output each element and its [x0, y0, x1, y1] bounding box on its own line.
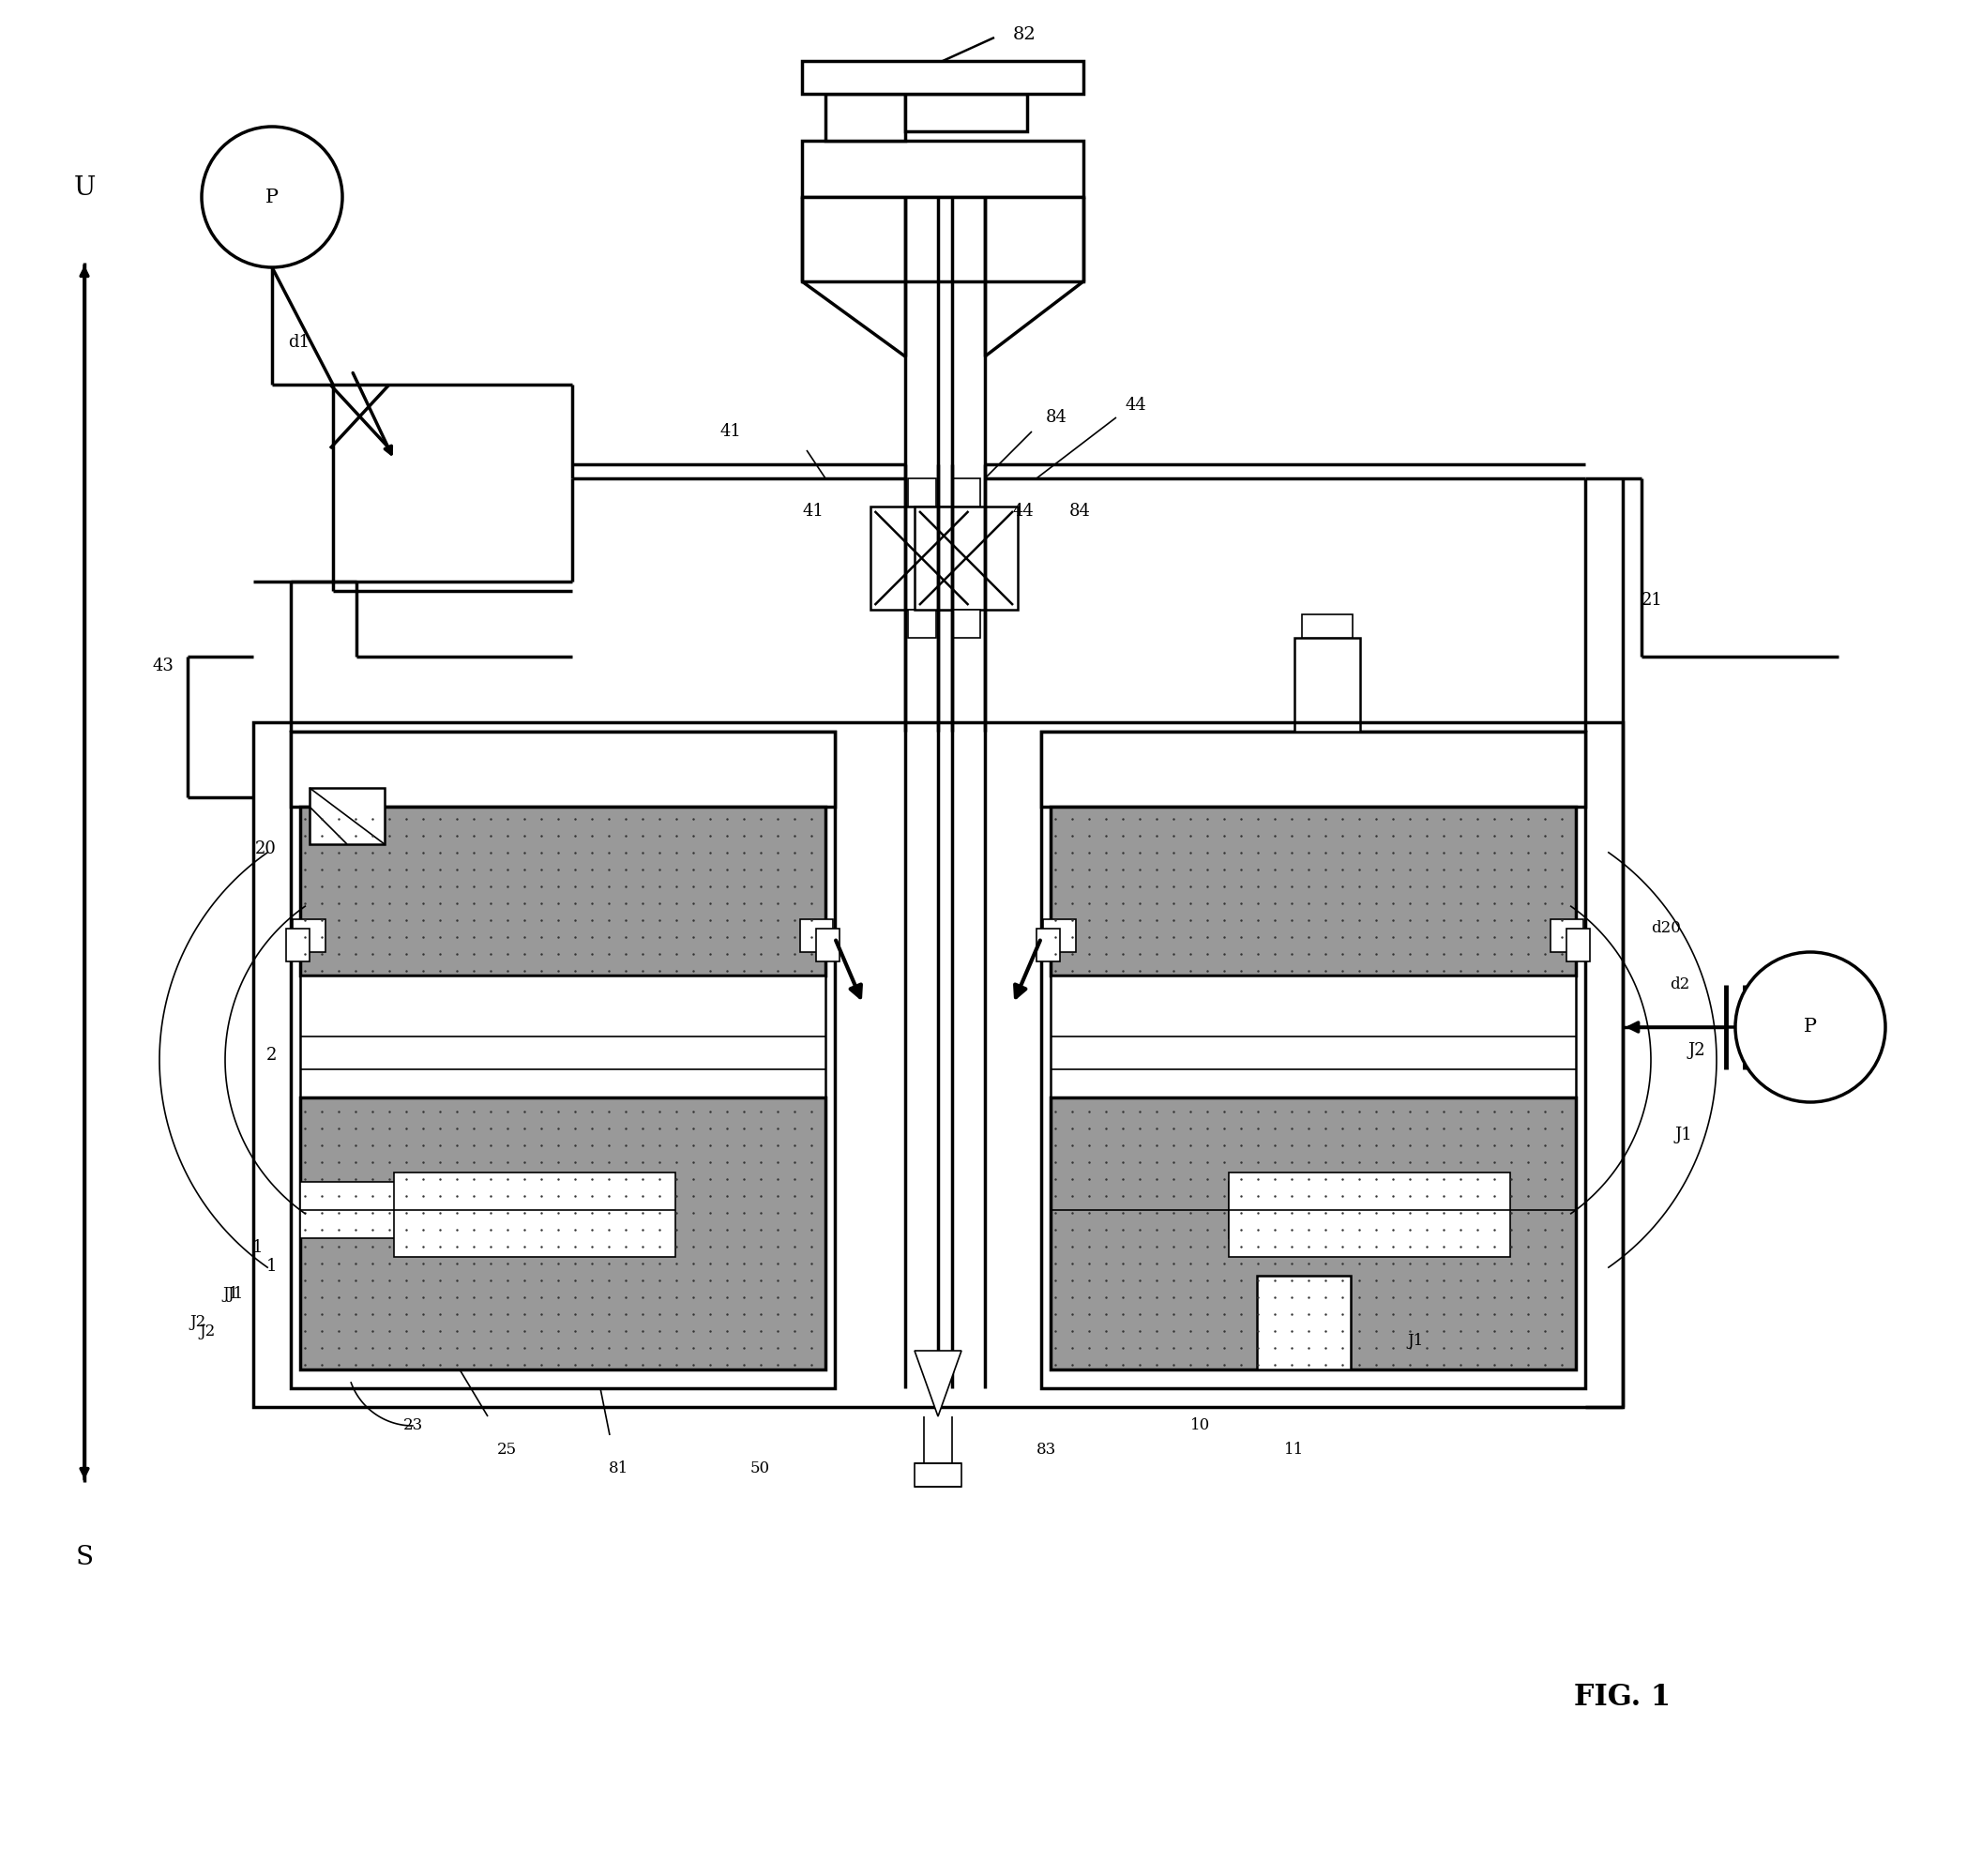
Bar — [254, 722, 1623, 1407]
Bar — [1041, 732, 1586, 807]
Bar — [1050, 1097, 1576, 1369]
Bar — [1229, 1172, 1510, 1257]
Bar — [299, 807, 825, 976]
Bar — [285, 929, 309, 961]
Bar — [817, 929, 840, 961]
Text: J1: J1 — [224, 1287, 240, 1302]
Bar — [1229, 1182, 1342, 1238]
Bar — [299, 1182, 412, 1238]
Bar — [293, 919, 325, 953]
Text: J2: J2 — [190, 1315, 206, 1330]
Bar — [801, 919, 832, 953]
Text: J2: J2 — [1689, 1043, 1707, 1058]
Text: 1: 1 — [252, 1238, 264, 1257]
Text: 2: 2 — [266, 1047, 277, 1064]
Text: P: P — [1804, 1019, 1817, 1036]
Bar — [1257, 1276, 1350, 1369]
Text: J1: J1 — [1407, 1334, 1423, 1349]
Text: J1: J1 — [228, 1287, 244, 1302]
Text: J2: J2 — [200, 1324, 216, 1339]
Text: 1: 1 — [266, 1257, 277, 1276]
Bar — [825, 94, 906, 141]
Polygon shape — [914, 1351, 961, 1416]
Text: S: S — [75, 1544, 93, 1570]
Bar — [951, 478, 981, 507]
Text: 44: 44 — [1126, 398, 1148, 415]
Bar — [309, 788, 385, 844]
Circle shape — [1736, 953, 1885, 1101]
Bar — [906, 94, 1027, 131]
Bar — [291, 732, 834, 807]
Bar — [914, 507, 1017, 610]
Bar — [908, 478, 936, 507]
Text: 84: 84 — [1070, 503, 1090, 520]
Bar — [1037, 929, 1060, 961]
Bar — [803, 197, 1084, 281]
Bar — [914, 1463, 961, 1486]
Bar — [1294, 638, 1360, 732]
Text: 83: 83 — [1037, 1441, 1056, 1458]
Bar — [1050, 807, 1576, 976]
Text: 25: 25 — [497, 1441, 517, 1458]
Text: d2: d2 — [1669, 977, 1689, 992]
Bar — [1550, 919, 1584, 953]
Text: P: P — [266, 188, 279, 206]
Bar — [803, 141, 1084, 197]
Text: 81: 81 — [608, 1460, 628, 1476]
Text: d20: d20 — [1651, 921, 1681, 936]
Text: 84: 84 — [1046, 409, 1068, 426]
Bar — [291, 732, 834, 1388]
Text: 41: 41 — [719, 424, 741, 439]
Bar — [908, 610, 936, 638]
Bar — [394, 1172, 676, 1257]
Text: 23: 23 — [402, 1418, 422, 1433]
Text: 20: 20 — [256, 840, 277, 857]
Bar — [1041, 732, 1586, 1388]
Text: 21: 21 — [1641, 593, 1663, 608]
Bar — [951, 610, 981, 638]
Text: 41: 41 — [803, 503, 823, 520]
Text: 82: 82 — [1013, 26, 1037, 43]
Circle shape — [202, 128, 343, 266]
Bar — [1050, 976, 1576, 1097]
Text: U: U — [73, 174, 95, 201]
Bar — [870, 507, 973, 610]
Bar — [299, 1097, 825, 1369]
Bar — [1566, 929, 1590, 961]
Bar — [1302, 615, 1352, 638]
Text: 10: 10 — [1191, 1418, 1211, 1433]
Text: 50: 50 — [749, 1460, 769, 1476]
Text: FIG. 1: FIG. 1 — [1574, 1683, 1671, 1713]
Text: 43: 43 — [153, 658, 174, 675]
Text: d1: d1 — [287, 334, 309, 351]
Bar — [1043, 919, 1076, 953]
Text: 11: 11 — [1284, 1441, 1304, 1458]
Bar — [803, 60, 1084, 94]
Bar — [299, 976, 825, 1097]
Text: 44: 44 — [1013, 503, 1035, 520]
Text: J1: J1 — [1675, 1126, 1693, 1142]
